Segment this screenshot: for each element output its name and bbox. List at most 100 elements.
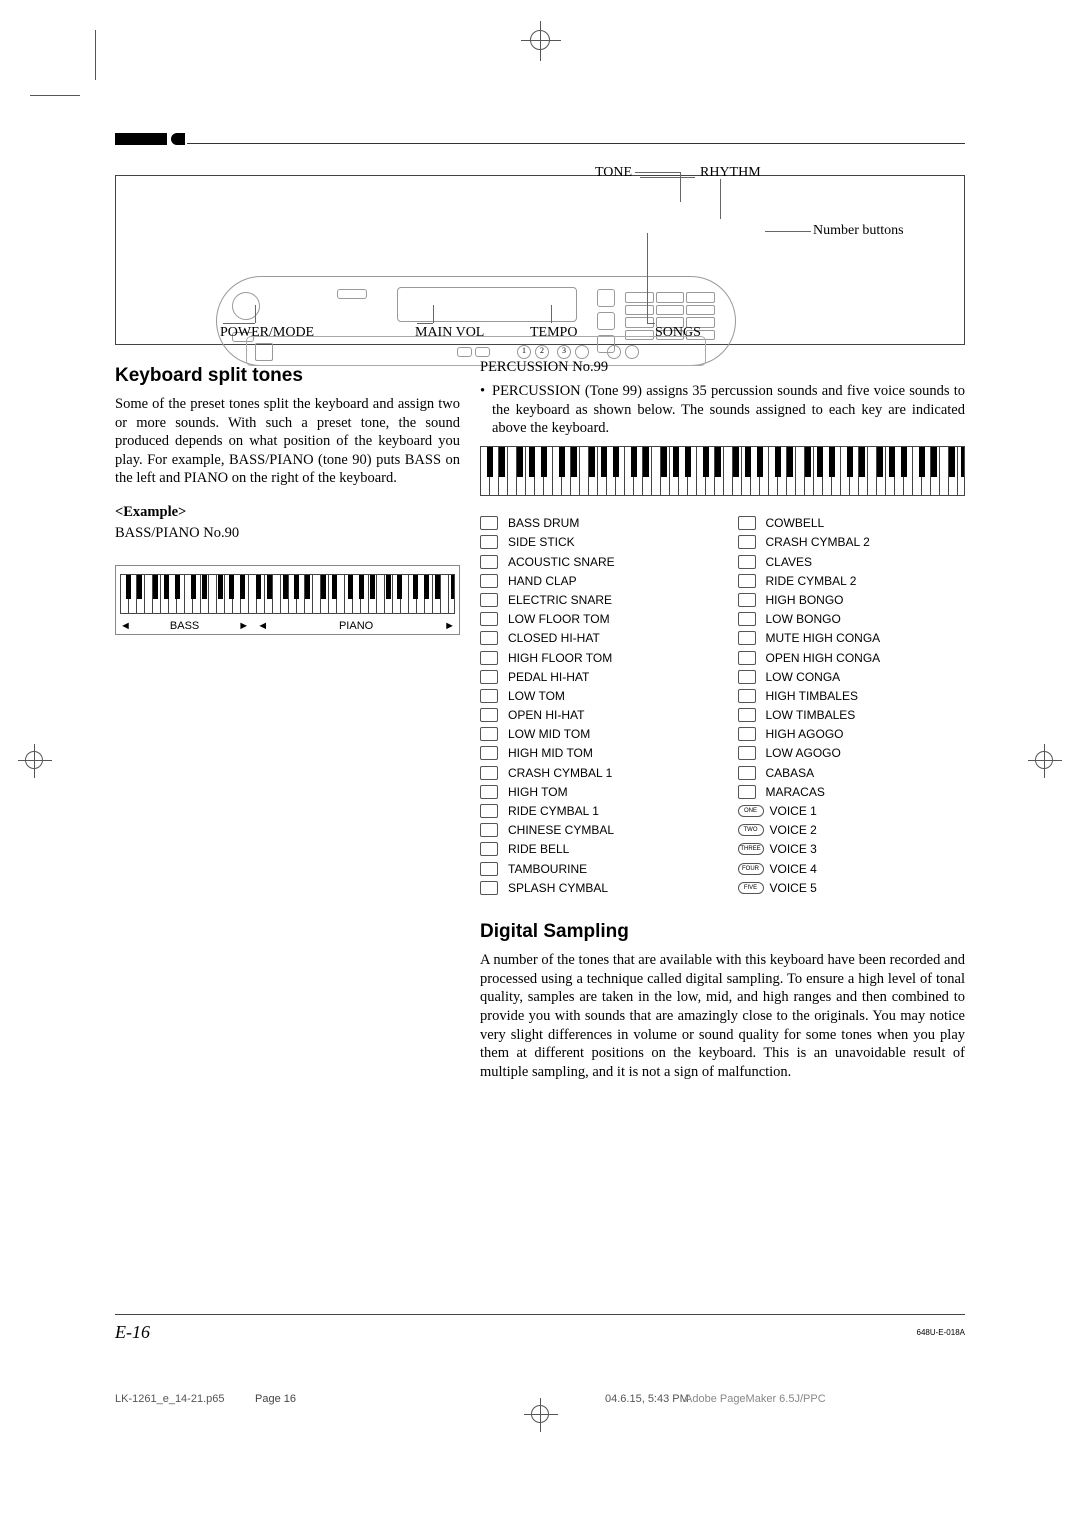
percussion-item: RIDE CYMBAL 2 <box>738 571 966 590</box>
percussion-item-label: LOW TOM <box>508 689 565 703</box>
percussion-item-label: HIGH AGOGO <box>766 727 844 741</box>
percussion-symbol-icon <box>738 727 756 741</box>
percussion-symbol-icon <box>738 651 756 665</box>
slug-app: Adobe PageMaker 6.5J/PPC <box>685 1393 826 1405</box>
percussion-symbol-icon <box>480 555 498 569</box>
percussion-item-label: VOICE 4 <box>770 862 817 876</box>
kb-label-bass: BASS <box>170 620 199 632</box>
registration-mark-right <box>1035 751 1080 769</box>
percussion-item-label: ELECTRIC SNARE <box>508 593 612 607</box>
percussion-symbol-icon <box>480 631 498 645</box>
keyboard-keys-icon <box>120 574 455 614</box>
percussion-symbol-icon <box>480 612 498 626</box>
percussion-symbol-icon <box>738 746 756 760</box>
percussion-item-label: VOICE 1 <box>770 804 817 818</box>
header-bar <box>115 133 167 145</box>
right-column: PERCUSSION No.99 PERCUSSION (Tone 99) as… <box>480 359 965 1081</box>
percussion-item: CRASH CYMBAL 1 <box>480 763 708 782</box>
percussion-item-label: CABASA <box>766 766 815 780</box>
percussion-item: ONEVOICE 1 <box>738 801 966 820</box>
percussion-symbol-icon <box>480 842 498 856</box>
percussion-item: ELECTRIC SNARE <box>480 590 708 609</box>
percussion-item-label: HIGH FLOOR TOM <box>508 651 612 665</box>
percussion-item-label: HIGH MID TOM <box>508 746 593 760</box>
percussion-symbol-icon <box>480 727 498 741</box>
percussion-symbol-icon <box>480 593 498 607</box>
percussion-symbol-icon <box>480 862 498 876</box>
percussion-item: CABASA <box>738 763 966 782</box>
percussion-item-label: HAND CLAP <box>508 574 577 588</box>
slug-filename: LK-1261_e_14-21.p65 <box>115 1393 224 1405</box>
percussion-item-label: CRASH CYMBAL 1 <box>508 766 612 780</box>
voice-symbol-icon: FIVE <box>738 882 764 894</box>
percussion-item-label: VOICE 2 <box>770 823 817 837</box>
slug-timestamp: 04.6.15, 5:43 PM <box>605 1393 689 1405</box>
percussion-body: PERCUSSION (Tone 99) assigns 35 percussi… <box>480 382 965 438</box>
tempo-btn-icon <box>457 347 472 357</box>
example-label: <Example> <box>115 504 460 521</box>
percussion-item: LOW CONGA <box>738 667 966 686</box>
percussion-item: HIGH BONGO <box>738 590 966 609</box>
voice-symbol-icon: TWO <box>738 824 764 836</box>
left-column: Keyboard split tones Some of the preset … <box>115 365 460 548</box>
percussion-item: HAND CLAP <box>480 571 708 590</box>
percussion-symbol-icon <box>480 670 498 684</box>
percussion-item-label: RIDE BELL <box>508 842 569 856</box>
percussion-item-label: BASS DRUM <box>508 516 579 530</box>
percussion-item: MARACAS <box>738 782 966 801</box>
power-switch-icon <box>255 343 273 361</box>
percussion-symbol-icon <box>480 766 498 780</box>
percussion-item: ACOUSTIC SNARE <box>480 552 708 571</box>
percussion-item-label: MUTE HIGH CONGA <box>766 631 881 645</box>
percussion-symbol-icon <box>480 823 498 837</box>
percussion-item-label: LOW AGOGO <box>766 746 841 760</box>
percussion-item: TWO VOICE 2 <box>738 821 966 840</box>
percussion-item: COWBELL <box>738 514 966 533</box>
percussion-item: TAMBOURINE <box>480 859 708 878</box>
heading-digital-sampling: Digital Sampling <box>480 921 965 943</box>
leader-line <box>640 177 695 178</box>
percussion-item-label: LOW MID TOM <box>508 727 590 741</box>
percussion-item: LOW AGOGO <box>738 744 966 763</box>
body-split-tones: Some of the preset tones split the keybo… <box>115 395 460 488</box>
label-tone: TONE <box>595 165 632 181</box>
percussion-item: FOUR VOICE 4 <box>738 859 966 878</box>
percussion-symbol-icon <box>738 670 756 684</box>
percussion-symbol-icon <box>738 516 756 530</box>
percussion-item-label: HIGH TIMBALES <box>766 689 858 703</box>
tempo-btn-icon <box>475 347 490 357</box>
voice-symbol-icon: FOUR <box>738 863 764 875</box>
percussion-item: CRASH CYMBAL 2 <box>738 533 966 552</box>
percussion-symbol-icon <box>738 555 756 569</box>
slug-page: Page 16 <box>255 1393 296 1405</box>
percussion-item-label: VOICE 3 <box>770 842 817 856</box>
manual-page: 1 2 3 TONE RHYTHM Number buttons POWER/M… <box>115 105 965 1415</box>
one-key-btn-icon <box>607 345 621 359</box>
percussion-symbol-icon <box>480 746 498 760</box>
percussion-item-label: VOICE 5 <box>770 881 817 895</box>
control-panel-diagram: 1 2 3 <box>115 175 965 345</box>
percussion-item-label: OPEN HIGH CONGA <box>766 651 881 665</box>
rhythm-btn-icon <box>597 312 615 330</box>
percussion-item: SPLASH CYMBAL <box>480 878 708 897</box>
percussion-item: HIGH AGOGO <box>738 725 966 744</box>
percussion-item-label: CLAVES <box>766 555 812 569</box>
body-digital-sampling: A number of the tones that are available… <box>480 951 965 1081</box>
percussion-symbol-icon <box>480 785 498 799</box>
percussion-item-label: TAMBOURINE <box>508 862 587 876</box>
demo-btn-icon <box>337 289 367 299</box>
leader-line <box>720 179 721 219</box>
percussion-item: OPEN HI-HAT <box>480 706 708 725</box>
percussion-item: HIGH MID TOM <box>480 744 708 763</box>
header-bar-arc <box>171 133 185 145</box>
percussion-item-label: OPEN HI-HAT <box>508 708 584 722</box>
percussion-sound-list: BASS DRUMSIDE STICKACOUSTIC SNAREHAND CL… <box>480 514 965 898</box>
label-tempo: TEMPO <box>530 325 577 341</box>
percussion-item: MUTE HIGH CONGA <box>738 629 966 648</box>
keyboard-keys-icon <box>480 446 965 496</box>
percussion-symbol-icon <box>738 574 756 588</box>
percussion-symbol-icon <box>738 708 756 722</box>
percussion-item: OPEN HIGH CONGA <box>738 648 966 667</box>
percussion-item: THREEVOICE 3 <box>738 840 966 859</box>
percussion-symbol-icon <box>480 516 498 530</box>
